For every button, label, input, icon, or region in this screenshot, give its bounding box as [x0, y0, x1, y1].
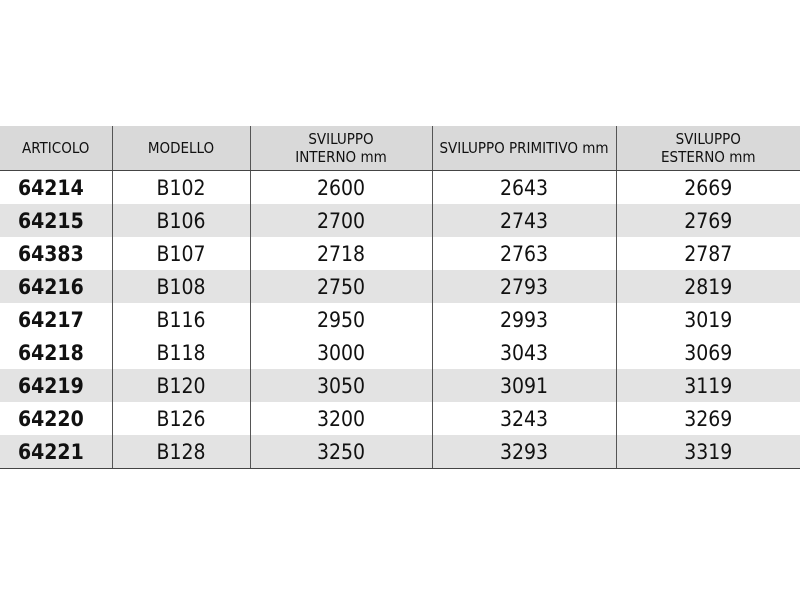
article-cell: 64219	[0, 369, 112, 402]
header-text: ARTICOLO	[22, 139, 90, 157]
table-body: 64214 B102 2600 2643 2669 64215 B106 2700 2743 27…	[0, 170, 800, 469]
table-cell: B126	[111, 402, 250, 435]
article-cell: 64214	[18, 175, 84, 200]
article-cell: 64221	[0, 435, 112, 469]
table-cell: 2993	[431, 303, 616, 336]
table-cell: 3050	[249, 369, 432, 402]
table-cell: 2769	[615, 204, 800, 237]
table-cell: 3200	[249, 402, 432, 435]
table-cell: 3069	[615, 336, 800, 369]
table-cell: B102	[111, 170, 250, 204]
header-text: SVILUPPO PRIMITIVO mm	[439, 139, 609, 157]
table-cell: 3000	[249, 336, 432, 369]
table-cell: B116	[111, 303, 250, 336]
header-cell: SVILUPPO INTERNO mm	[249, 126, 432, 171]
table-cell: B108	[111, 270, 250, 303]
header-cell: ARTICOLO	[0, 126, 112, 171]
table-cell: 3091	[431, 369, 616, 402]
table-row: 64217 B116 2950 2993 3019	[0, 303, 800, 336]
table-row: 64218 B118 3000 3043 3069	[0, 336, 800, 369]
table-cell: 2743	[431, 204, 616, 237]
header-cell: SVILUPPO ESTERNO mm	[615, 126, 800, 171]
table-row: 64220 B126 3200 3243 3269	[0, 402, 800, 435]
table-cell: B107	[111, 237, 250, 270]
table-cell: 2700	[249, 204, 432, 237]
article-cell: 64217	[18, 307, 84, 332]
table-cell: B106	[111, 204, 250, 237]
article-cell: 64220	[18, 406, 84, 431]
article-cell: 64218	[18, 340, 84, 365]
table-cell: 2669	[615, 170, 800, 204]
table-cell: 3119	[615, 369, 800, 402]
table-cell: 2750	[249, 270, 432, 303]
article-cell: 64215	[0, 204, 112, 237]
table-cell: 3319	[615, 435, 800, 469]
table-cell: 2643	[431, 170, 616, 204]
table-row: 64383 B107 2718 2763 2787	[0, 237, 800, 270]
table-cell: 2600	[249, 170, 432, 204]
table-cell: 3269	[615, 402, 800, 435]
table-row: 64214 B102 2600 2643 2669	[0, 170, 800, 204]
table-cell: B118	[111, 336, 250, 369]
header-text: SVILUPPO INTERNO mm	[295, 130, 387, 166]
table-row: 64219 B120 3050 3091 3119	[0, 369, 800, 402]
table-row: 64221 B128 3250 3293 3319	[0, 435, 800, 469]
table-cell: 2787	[615, 237, 800, 270]
table-row: 64216 B108 2750 2793 2819	[0, 270, 800, 303]
header-row: ARTICOLO MODELLO SVILUPPO INTERNO mm SVILUP…	[0, 126, 800, 171]
article-cell: 64383	[18, 241, 84, 266]
data-table: ARTICOLO MODELLO SVILUPPO INTERNO mm SVILUP…	[0, 126, 800, 469]
header-text: MODELLO	[147, 139, 215, 157]
table-cell: 3250	[249, 435, 432, 469]
table-cell: 3243	[431, 402, 616, 435]
table-cell: 3019	[615, 303, 800, 336]
table-cell: B128	[111, 435, 250, 469]
header-cell: SVILUPPO PRIMITIVO mm	[431, 126, 616, 171]
table-row: 64215 B106 2700 2743 2769	[0, 204, 800, 237]
article-cell: 64216	[0, 270, 112, 303]
table-cell: 2950	[249, 303, 432, 336]
table-cell: 3293	[431, 435, 616, 469]
table-cell: B120	[111, 369, 250, 402]
table-cell: 2718	[249, 237, 432, 270]
table-cell: 2763	[431, 237, 616, 270]
table-cell: 3043	[431, 336, 616, 369]
table-cell: 2819	[615, 270, 800, 303]
header-text: SVILUPPO ESTERNO mm	[660, 130, 756, 166]
header-cell: MODELLO	[111, 126, 250, 171]
table-header: ARTICOLO MODELLO SVILUPPO INTERNO mm SVILUP…	[0, 126, 800, 171]
table-cell: 2793	[431, 270, 616, 303]
